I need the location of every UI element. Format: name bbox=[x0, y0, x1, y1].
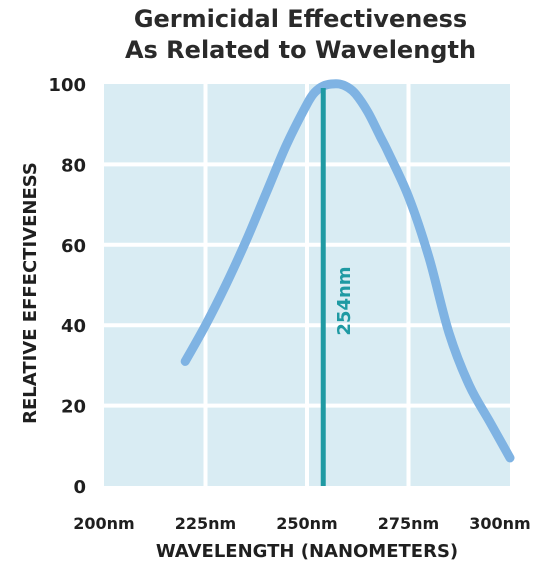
x-axis-label: WAVELENGTH (NANOMETERS) bbox=[156, 541, 458, 562]
x-tick-label: 300nm bbox=[469, 514, 530, 533]
x-tick-label: 275nm bbox=[378, 514, 439, 533]
y-tick-label: 20 bbox=[61, 397, 86, 418]
chart-title-line-2: As Related to Wavelength bbox=[124, 36, 477, 64]
y-tick-label: 40 bbox=[61, 316, 86, 337]
x-tick-labels: 200nm 225nm 250nm 275nm 300nm bbox=[73, 514, 530, 533]
x-tick-label: 200nm bbox=[73, 514, 134, 533]
y-tick-label: 80 bbox=[61, 155, 86, 176]
x-tick-label: 250nm bbox=[276, 514, 337, 533]
y-tick-label: 60 bbox=[61, 236, 86, 257]
y-tick-label: 100 bbox=[48, 75, 86, 96]
effectiveness-curve bbox=[180, 79, 515, 463]
254nm-marker-label: 254nm bbox=[334, 266, 355, 335]
y-tick-labels: 0 20 40 60 80 100 bbox=[48, 75, 86, 498]
y-axis-label: RELATIVE EFFECTIVENESS bbox=[20, 162, 41, 424]
x-tick-label: 225nm bbox=[175, 514, 236, 533]
chart-title-line-1: Germicidal Effectiveness bbox=[133, 5, 468, 33]
y-tick-label: 0 bbox=[73, 477, 86, 498]
